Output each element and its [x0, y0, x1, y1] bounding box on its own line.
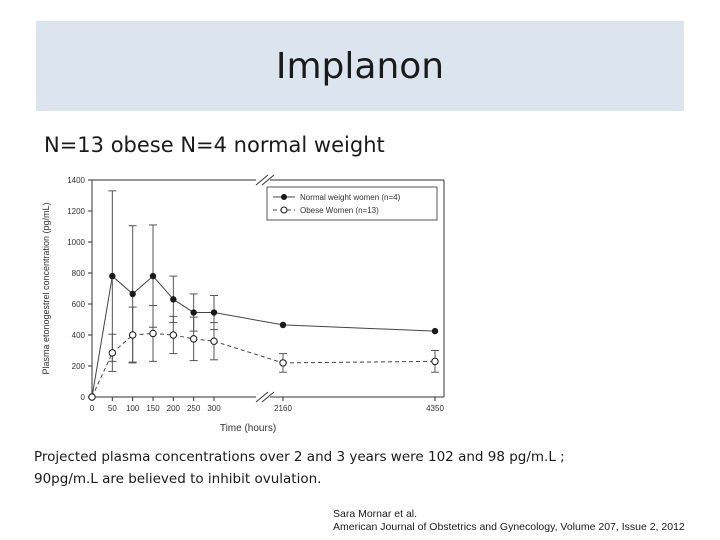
x-tick-label: 4350: [426, 404, 444, 413]
series-line-segment: [91, 276, 113, 398]
axis-break-gap-bottom: [256, 391, 270, 403]
x-tick-label: 2160: [274, 404, 292, 413]
axis-break-mark-top-2: [261, 174, 275, 186]
x-tick-label: 50: [108, 404, 117, 413]
y-tick-label: 1000: [67, 238, 85, 247]
data-point-open: [210, 337, 218, 345]
data-point-open: [149, 329, 157, 338]
data-point-open: [169, 331, 178, 339]
y-tick-label: 400: [72, 331, 86, 340]
data-point-open: [108, 349, 117, 357]
x-axis-label: Time (hours): [220, 423, 276, 434]
data-point-filled: [129, 290, 136, 298]
data-point-open: [88, 393, 96, 401]
series-line-segment: [213, 312, 284, 326]
data-point-open: [279, 359, 287, 367]
series-line-segment: [282, 360, 436, 364]
y-tick-label: 0: [81, 393, 86, 402]
pk-line-chart: 0 200 400 600 800 1000 1200 1400 0 50 100 150 200 250…: [41, 174, 445, 434]
axis-break-mark-bottom-2: [261, 391, 275, 403]
x-tick-label: 0: [90, 404, 95, 413]
legend-label: Normal weight women (n=4): [300, 193, 401, 202]
data-point-filled: [190, 309, 197, 316]
slide-subtitle: N=13 obese N=4 normal weight: [44, 133, 385, 157]
series-line-segment: [173, 298, 194, 313]
y-tick-label: 1200: [67, 207, 85, 216]
citation-authors: Sara Mornar et al.: [333, 508, 418, 520]
title-bar: Implanon: [36, 21, 684, 111]
data-point-open: [431, 357, 439, 366]
series-line-segment: [213, 340, 284, 364]
legend-box: [266, 186, 438, 221]
legend-marker-open: [280, 206, 288, 214]
slide-title: Implanon: [275, 45, 445, 87]
data-point-filled: [210, 309, 218, 316]
data-point-filled: [279, 321, 287, 329]
caption: Projected plasma concentrations over 2 a…: [34, 446, 694, 490]
series-2: [88, 305, 439, 401]
axis-break-gap-top: [256, 174, 270, 186]
x-tick-label: 200: [167, 404, 181, 413]
y-tick-label: 800: [72, 269, 86, 278]
y-axis-label: Plasma etonogestrel concentration (pg/mL…: [41, 202, 51, 374]
data-point-filled: [109, 272, 116, 280]
caption-line-1: Projected plasma concentrations over 2 a…: [34, 449, 565, 465]
axis-break-mark-top-1: [255, 174, 269, 186]
caption-line-2: 90pg/m.L are believed to inhibit ovulati…: [34, 471, 322, 487]
series-line-segment: [152, 275, 174, 300]
data-point-filled: [431, 327, 439, 335]
y-tick-label: 1400: [67, 176, 85, 185]
chart-area: 0 200 400 600 800 1000 1200 1400 0 50 100 150 200 250…: [30, 170, 460, 440]
series-1: [88, 190, 439, 401]
citation-journal: American Journal of Obstetrics and Gynec…: [333, 521, 685, 533]
legend-marker-filled: [281, 194, 287, 200]
series-line-segment: [282, 324, 436, 332]
data-point-open: [189, 335, 198, 343]
series-line-segment: [112, 334, 133, 354]
y-tick-label: 600: [72, 300, 86, 309]
x-tick-label: 250: [187, 404, 201, 413]
data-point-open: [128, 331, 137, 339]
series-line-segment: [91, 352, 113, 398]
series-line-segment: [132, 275, 154, 295]
x-tick-label: 150: [146, 404, 160, 413]
data-point-filled: [170, 296, 177, 303]
data-point-filled: [149, 272, 157, 280]
citation: Sara Mornar et al. American Journal of O…: [333, 508, 685, 534]
series-line-segment: [112, 275, 133, 295]
x-tick-label: 100: [126, 404, 140, 413]
legend-label: Obese Women (n=13): [300, 206, 379, 215]
x-tick-label: 300: [207, 404, 221, 413]
axis-break-mark-bottom-1: [255, 391, 269, 403]
y-tick-label: 200: [72, 362, 86, 371]
